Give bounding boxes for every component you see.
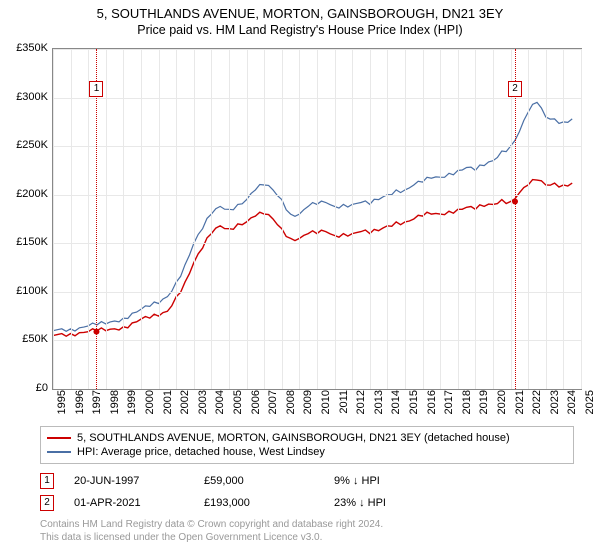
transaction-date: 01-APR-2021 (74, 497, 204, 509)
legend-label: HPI: Average price, detached house, West… (77, 446, 325, 458)
legend-item: 5, SOUTHLANDS AVENUE, MORTON, GAINSBOROU… (47, 431, 567, 445)
legend-item: HPI: Average price, detached house, West… (47, 445, 567, 459)
x-axis-tick: 2021 (514, 390, 526, 420)
x-axis-tick: 2018 (461, 390, 473, 420)
y-axis-tick: £50K (4, 333, 48, 345)
marker-badge-icon: 1 (40, 473, 54, 489)
y-axis-tick: £100K (4, 285, 48, 297)
x-axis-tick: 1998 (109, 390, 121, 420)
y-axis-tick: £200K (4, 188, 48, 200)
x-axis-tick: 1996 (74, 390, 86, 420)
x-axis-tick: 2004 (214, 390, 226, 420)
table-row: 2 01-APR-2021 £193,000 23% ↓ HPI (40, 492, 464, 514)
x-axis-tick: 2001 (162, 390, 174, 420)
legend-swatch-icon (47, 437, 71, 439)
legend-label: 5, SOUTHLANDS AVENUE, MORTON, GAINSBOROU… (77, 432, 510, 444)
y-axis-tick: £300K (4, 91, 48, 103)
chart-subtitle: Price paid vs. HM Land Registry's House … (0, 21, 600, 37)
x-axis-tick: 2019 (478, 390, 490, 420)
x-axis-tick: 2023 (549, 390, 561, 420)
x-axis-tick: 2007 (267, 390, 279, 420)
x-axis-tick: 1999 (126, 390, 138, 420)
x-axis-tick: 2011 (338, 390, 350, 420)
chart-title: 5, SOUTHLANDS AVENUE, MORTON, GAINSBOROU… (0, 0, 600, 21)
x-axis-tick: 2009 (302, 390, 314, 420)
x-axis-tick: 2006 (250, 390, 262, 420)
marker-badge-icon: 1 (89, 81, 103, 97)
x-axis-tick: 2016 (426, 390, 438, 420)
transaction-delta: 23% ↓ HPI (334, 497, 464, 509)
chart-container: 5, SOUTHLANDS AVENUE, MORTON, GAINSBOROU… (0, 0, 600, 560)
x-axis-tick: 2003 (197, 390, 209, 420)
x-axis-tick: 2000 (144, 390, 156, 420)
x-axis-tick: 2005 (232, 390, 244, 420)
x-axis-tick: 2012 (355, 390, 367, 420)
footnote-line: This data is licensed under the Open Gov… (40, 531, 383, 544)
x-axis-tick: 1995 (56, 390, 68, 420)
marker-line (515, 49, 516, 389)
y-axis-tick: £150K (4, 236, 48, 248)
marker-badge-icon: 2 (40, 495, 54, 511)
footnote-line: Contains HM Land Registry data © Crown c… (40, 518, 383, 531)
x-axis-tick: 2013 (373, 390, 385, 420)
x-axis-tick: 2002 (179, 390, 191, 420)
marker-badge-icon: 2 (508, 81, 522, 97)
y-axis-tick: £350K (4, 42, 48, 54)
transaction-price: £59,000 (204, 475, 334, 487)
transaction-date: 20-JUN-1997 (74, 475, 204, 487)
x-axis-tick: 1997 (91, 390, 103, 420)
x-axis-tick: 2025 (584, 390, 596, 420)
y-axis-tick: £0 (4, 382, 48, 394)
y-axis-tick: £250K (4, 139, 48, 151)
table-row: 1 20-JUN-1997 £59,000 9% ↓ HPI (40, 470, 464, 492)
x-axis-tick: 2024 (566, 390, 578, 420)
legend-box: 5, SOUTHLANDS AVENUE, MORTON, GAINSBOROU… (40, 426, 574, 464)
transactions-table: 1 20-JUN-1997 £59,000 9% ↓ HPI 2 01-APR-… (40, 470, 464, 514)
footnote: Contains HM Land Registry data © Crown c… (40, 518, 383, 544)
x-axis-tick: 2014 (390, 390, 402, 420)
series-line-hpi (53, 102, 572, 331)
x-axis-tick: 2010 (320, 390, 332, 420)
x-axis-tick: 2017 (443, 390, 455, 420)
x-axis-tick: 2015 (408, 390, 420, 420)
marker-line (96, 49, 97, 389)
x-axis-tick: 2020 (496, 390, 508, 420)
x-axis-tick: 2008 (285, 390, 297, 420)
transaction-delta: 9% ↓ HPI (334, 475, 464, 487)
x-axis-tick: 2022 (531, 390, 543, 420)
transaction-price: £193,000 (204, 497, 334, 509)
legend-swatch-icon (47, 451, 71, 453)
chart-plot-area: 12 (52, 48, 582, 390)
